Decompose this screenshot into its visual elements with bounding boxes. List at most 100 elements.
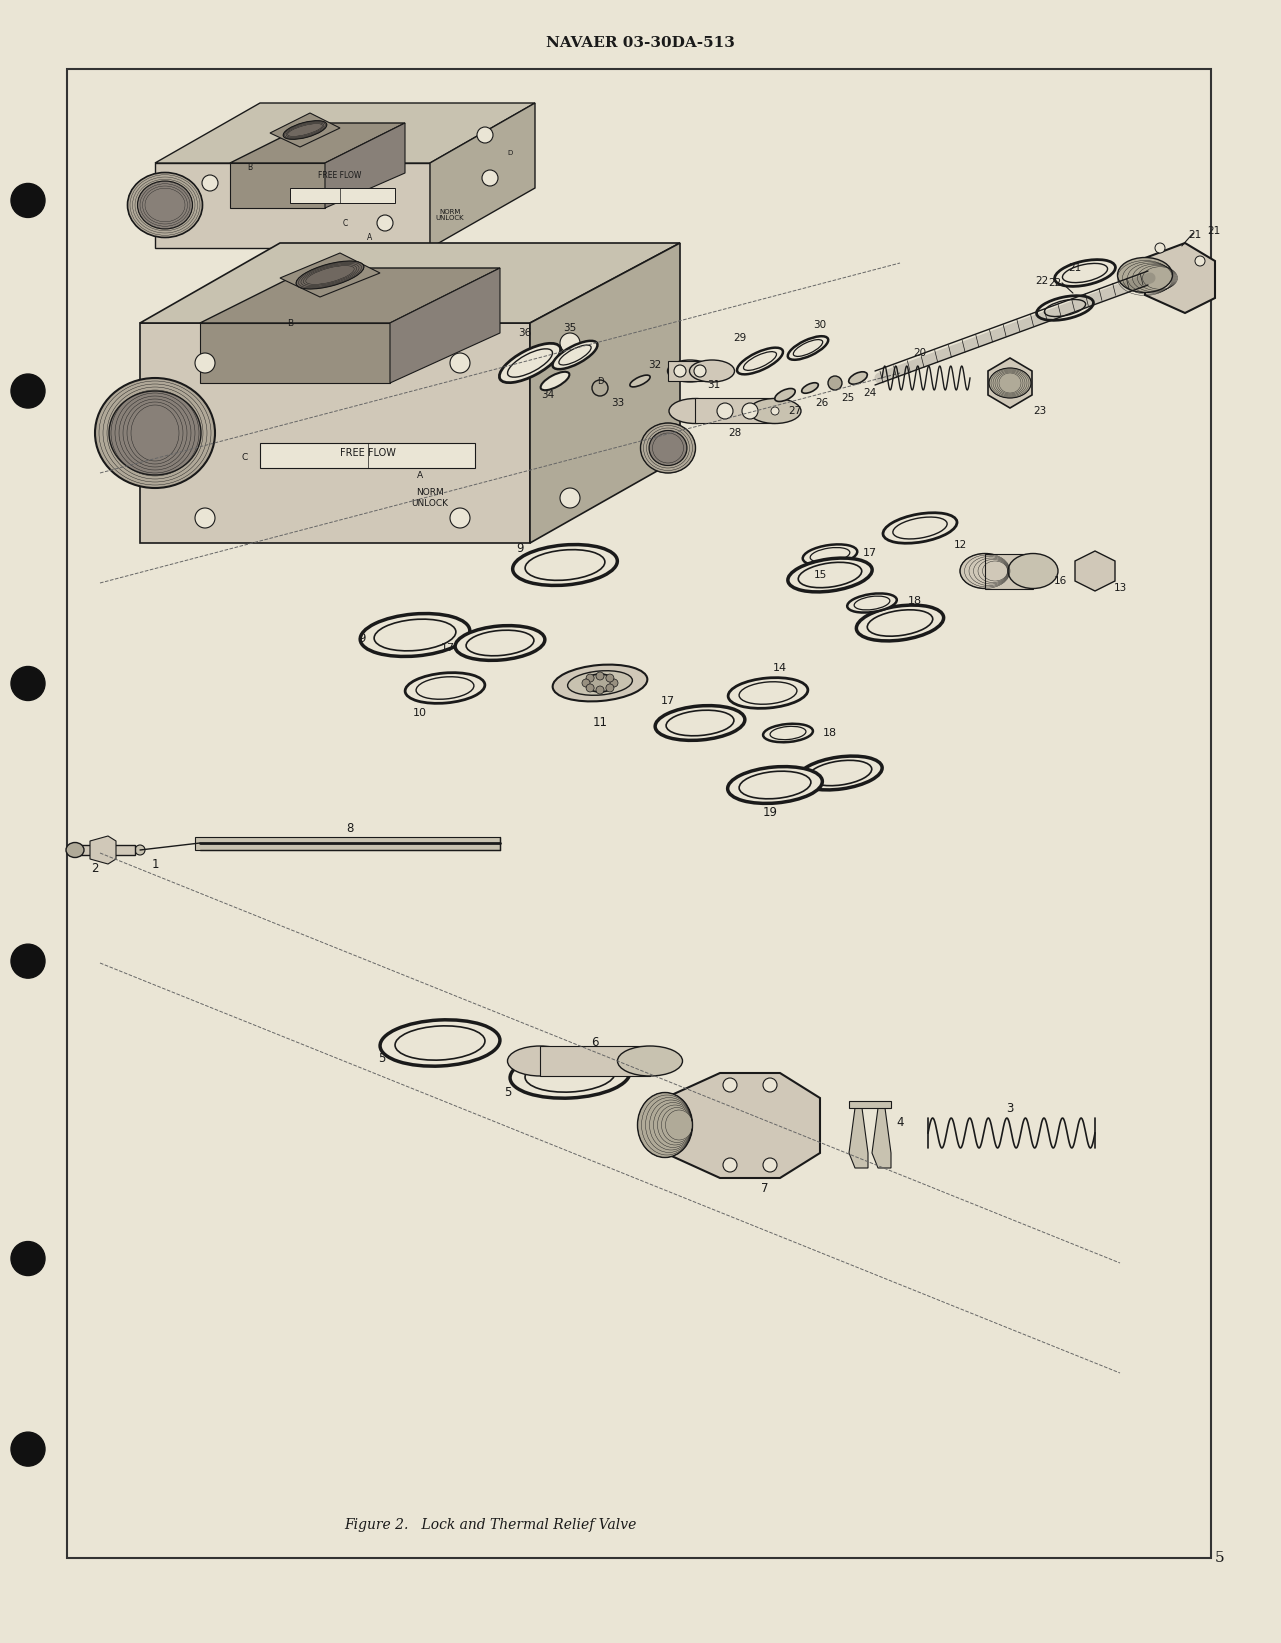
Circle shape [195,353,215,373]
Text: C: C [242,453,249,462]
Ellipse shape [567,670,633,695]
Circle shape [610,679,617,687]
Text: 17: 17 [441,642,455,652]
Ellipse shape [128,173,202,238]
Polygon shape [325,123,405,209]
Polygon shape [281,253,380,297]
Bar [541,1047,649,1076]
Circle shape [450,353,470,373]
Ellipse shape [512,544,617,585]
Polygon shape [290,187,395,204]
Text: 9: 9 [359,631,366,644]
Ellipse shape [788,559,872,591]
Ellipse shape [793,340,822,357]
Circle shape [674,365,687,376]
Ellipse shape [743,352,776,370]
Ellipse shape [283,120,327,140]
Text: C: C [342,219,347,227]
Ellipse shape [541,371,570,389]
Ellipse shape [360,613,470,657]
Ellipse shape [380,1020,500,1066]
Circle shape [722,1078,737,1093]
Ellipse shape [455,626,544,660]
Text: 1: 1 [151,859,159,871]
Ellipse shape [585,674,615,692]
Ellipse shape [95,378,215,488]
Text: 13: 13 [1113,583,1126,593]
Text: Figure 2.   Lock and Thermal Relief Valve: Figure 2. Lock and Thermal Relief Valve [343,1518,637,1531]
Ellipse shape [798,756,883,790]
Circle shape [722,1158,737,1171]
Ellipse shape [867,610,933,636]
Ellipse shape [847,593,897,613]
Ellipse shape [109,391,201,475]
Bar [696,398,775,422]
Ellipse shape [810,547,849,562]
Polygon shape [849,1101,892,1107]
Polygon shape [155,104,535,163]
Text: D: D [597,376,603,386]
Text: 29: 29 [734,334,747,343]
Text: 32: 32 [648,360,661,370]
Ellipse shape [1117,258,1172,292]
Text: D: D [507,150,512,156]
Circle shape [587,674,594,682]
Text: 25: 25 [842,393,854,403]
Ellipse shape [630,375,651,386]
Circle shape [596,672,605,680]
Text: 5: 5 [505,1086,511,1099]
Circle shape [694,365,706,376]
Circle shape [742,403,758,419]
Polygon shape [90,836,117,864]
Text: 5: 5 [378,1052,386,1065]
Ellipse shape [1054,260,1116,286]
Circle shape [1195,256,1205,266]
Text: B: B [287,319,293,327]
Text: 26: 26 [816,398,829,407]
Text: 21: 21 [1068,263,1081,273]
Polygon shape [200,324,389,383]
Text: A: A [416,470,423,480]
Text: 30: 30 [813,320,826,330]
Text: 8: 8 [346,822,354,835]
Text: 14: 14 [772,664,787,674]
Ellipse shape [808,761,872,785]
Circle shape [195,508,215,527]
Text: NAVAER 03-30DA-513: NAVAER 03-30DA-513 [546,36,734,49]
Circle shape [560,334,580,353]
Polygon shape [1145,243,1214,314]
Ellipse shape [525,550,605,580]
Circle shape [12,375,45,407]
Ellipse shape [689,360,734,383]
Ellipse shape [500,343,561,383]
Ellipse shape [1062,263,1108,283]
Ellipse shape [374,619,456,651]
Text: 24: 24 [863,388,876,398]
Text: 11: 11 [593,716,607,729]
Circle shape [477,127,493,143]
Ellipse shape [552,665,647,702]
Ellipse shape [959,554,1009,588]
Polygon shape [530,243,680,542]
Text: 20: 20 [913,348,926,358]
Circle shape [135,845,145,854]
Ellipse shape [510,1052,630,1098]
Bar [985,554,1032,588]
Text: 17: 17 [661,697,675,706]
Circle shape [763,1158,778,1171]
Ellipse shape [640,422,696,473]
Ellipse shape [666,710,734,736]
Ellipse shape [137,181,192,228]
Text: 9: 9 [516,542,524,554]
Ellipse shape [638,1093,693,1158]
Ellipse shape [1036,296,1094,320]
Polygon shape [430,104,535,248]
Polygon shape [988,358,1032,407]
Polygon shape [1075,550,1114,591]
Circle shape [450,508,470,527]
Text: FREE FLOW: FREE FLOW [318,171,361,179]
Ellipse shape [669,399,721,424]
Text: 3: 3 [1007,1101,1013,1114]
Ellipse shape [803,544,857,565]
Polygon shape [872,1107,892,1168]
